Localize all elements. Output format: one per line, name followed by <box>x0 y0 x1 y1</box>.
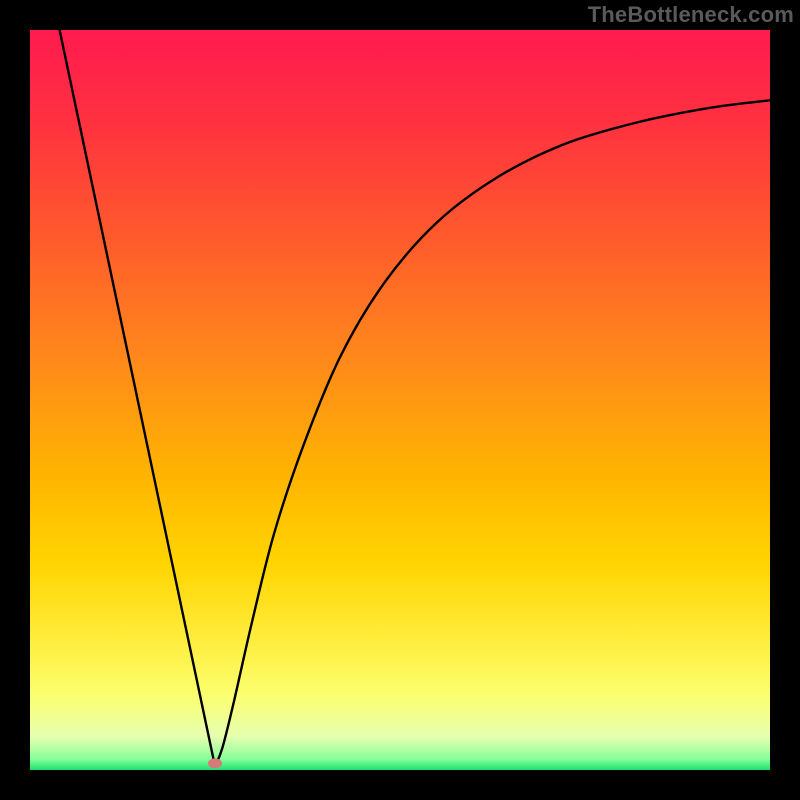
watermark-text: TheBottleneck.com <box>588 2 794 28</box>
plot-background <box>30 30 770 770</box>
chart-container: TheBottleneck.com <box>0 0 800 800</box>
chart-svg <box>30 30 770 770</box>
minimum-marker <box>208 758 222 768</box>
plot-area <box>30 30 770 770</box>
